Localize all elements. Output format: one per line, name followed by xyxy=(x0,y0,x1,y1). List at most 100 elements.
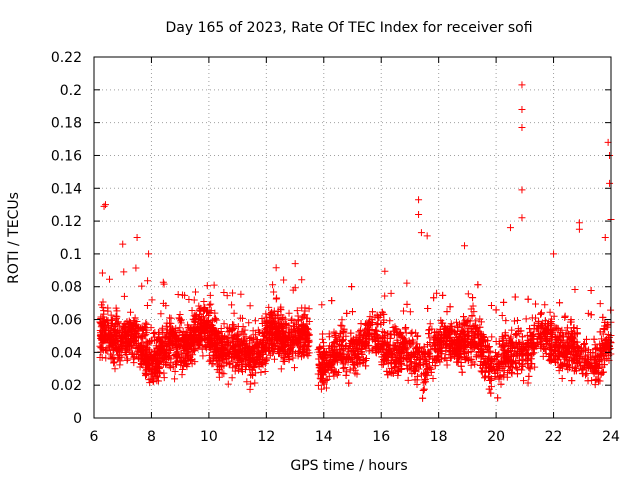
data-point xyxy=(99,326,107,334)
data-point xyxy=(198,341,206,349)
data-point xyxy=(226,360,234,368)
data-point xyxy=(277,324,285,332)
data-point xyxy=(268,330,276,338)
data-point xyxy=(157,346,165,354)
data-point xyxy=(195,302,203,310)
data-point xyxy=(211,341,219,349)
data-point xyxy=(286,344,294,352)
data-point xyxy=(185,295,193,303)
data-point xyxy=(104,317,112,325)
data-point xyxy=(211,352,219,360)
data-point xyxy=(302,345,310,353)
data-point xyxy=(104,307,112,315)
data-point xyxy=(258,315,266,323)
data-point xyxy=(181,350,189,358)
data-point xyxy=(141,356,149,364)
data-point xyxy=(280,354,288,362)
y-tick-label: 0.18 xyxy=(51,116,82,132)
data-point xyxy=(255,355,263,363)
data-point xyxy=(257,344,265,352)
x-tick-label: 12 xyxy=(257,429,275,445)
data-point xyxy=(110,346,118,354)
data-point xyxy=(196,305,204,313)
x-tick-label: 22 xyxy=(545,429,563,445)
data-point xyxy=(268,349,276,357)
data-point xyxy=(114,327,122,335)
data-point xyxy=(132,344,140,352)
data-point xyxy=(96,342,104,350)
data-point xyxy=(176,324,184,332)
data-point xyxy=(304,337,312,345)
x-tick-label: 16 xyxy=(372,429,390,445)
data-point xyxy=(305,336,313,344)
data-point xyxy=(174,351,182,359)
data-point xyxy=(197,317,205,325)
data-point xyxy=(188,332,196,340)
data-point xyxy=(110,359,118,367)
data-point xyxy=(285,322,293,330)
data-point xyxy=(247,380,255,388)
data-point xyxy=(203,341,211,349)
data-point xyxy=(124,355,132,363)
data-point xyxy=(138,332,146,340)
data-point xyxy=(112,320,120,328)
data-point xyxy=(207,328,215,336)
y-tick-label: 0.1 xyxy=(60,247,82,263)
data-point xyxy=(204,316,212,324)
data-point xyxy=(173,340,181,348)
data-point xyxy=(142,338,150,346)
data-point xyxy=(281,358,289,366)
data-point xyxy=(120,268,128,276)
data-point xyxy=(240,339,248,347)
data-point xyxy=(139,358,147,366)
data-point xyxy=(113,332,121,340)
data-point xyxy=(181,291,189,299)
data-point xyxy=(268,308,276,316)
data-point xyxy=(403,279,411,287)
y-axis-label: ROTI / TECUs xyxy=(6,192,22,284)
data-point xyxy=(174,290,182,298)
data-point xyxy=(272,295,280,303)
data-point xyxy=(127,308,135,316)
data-point xyxy=(259,336,267,344)
y-tick-label: 0 xyxy=(73,411,82,427)
data-point xyxy=(220,344,228,352)
data-point xyxy=(191,288,199,296)
data-point xyxy=(176,310,184,318)
data-point xyxy=(229,326,237,334)
y-tick-label: 0.12 xyxy=(51,214,82,230)
x-tick-label: 6 xyxy=(90,429,99,445)
data-point xyxy=(164,340,172,348)
data-point xyxy=(110,326,118,334)
data-point xyxy=(292,349,300,357)
data-point xyxy=(255,329,263,337)
data-point xyxy=(172,333,180,341)
data-point xyxy=(224,353,232,361)
data-point xyxy=(243,378,251,386)
data-point xyxy=(196,328,204,336)
data-point xyxy=(242,363,250,371)
data-point xyxy=(298,276,306,284)
data-point xyxy=(301,323,309,331)
data-point xyxy=(206,291,214,299)
data-point xyxy=(149,329,157,337)
data-point xyxy=(117,346,125,354)
data-point xyxy=(245,319,253,327)
data-point xyxy=(197,335,205,343)
data-point xyxy=(235,366,243,374)
data-point xyxy=(261,358,269,366)
data-point xyxy=(163,361,171,369)
data-point xyxy=(109,316,117,324)
y-tick-label: 0.04 xyxy=(51,345,82,361)
data-point xyxy=(107,311,115,319)
data-point xyxy=(122,350,130,358)
data-point xyxy=(277,365,285,373)
data-point xyxy=(261,367,269,375)
data-point xyxy=(145,348,153,356)
data-point xyxy=(288,315,296,323)
x-tick-label: 20 xyxy=(487,429,505,445)
data-point xyxy=(107,338,115,346)
data-point xyxy=(139,352,147,360)
data-point xyxy=(172,352,180,360)
